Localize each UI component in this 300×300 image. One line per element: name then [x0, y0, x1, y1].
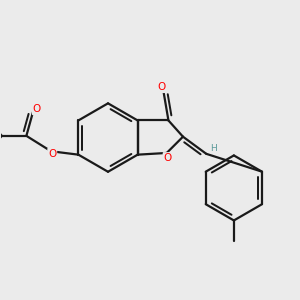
Text: O: O: [48, 149, 56, 159]
Text: O: O: [33, 104, 41, 114]
Text: O: O: [158, 82, 166, 92]
Text: H: H: [210, 144, 217, 153]
Text: O: O: [164, 153, 172, 163]
